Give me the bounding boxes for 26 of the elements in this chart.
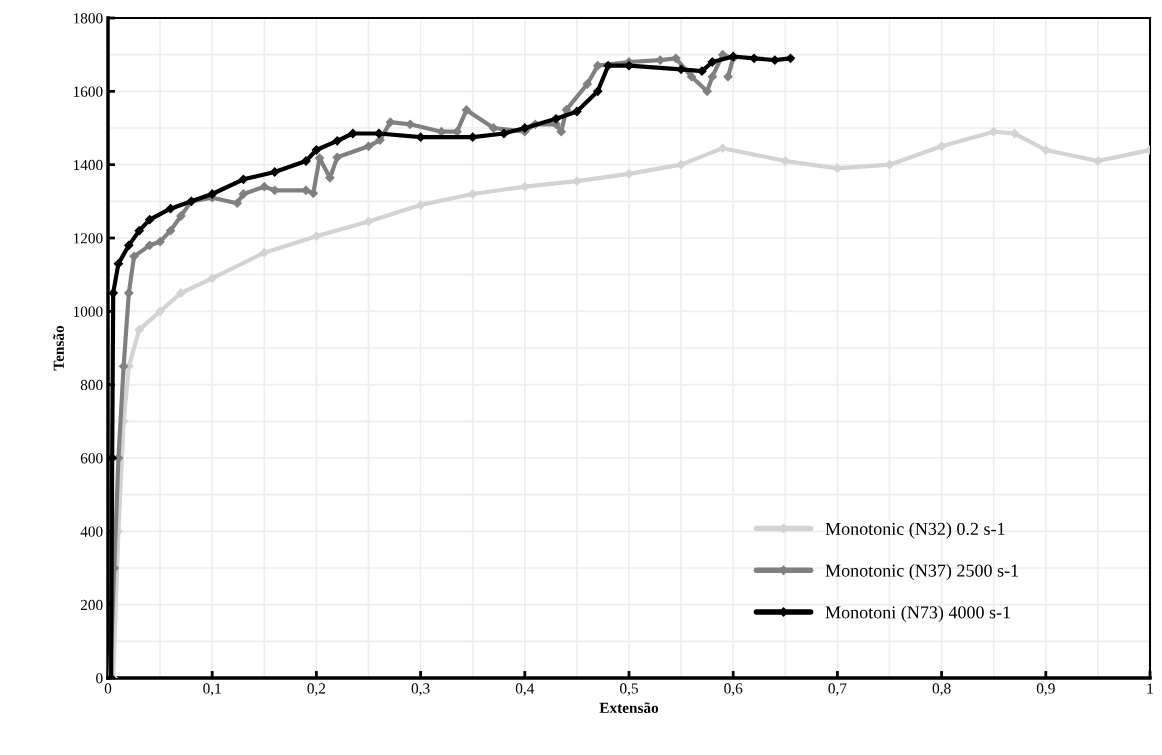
- x-tick-label: 0,1: [203, 683, 221, 696]
- y-tick-label: 1800: [73, 13, 103, 24]
- x-axis-title: Extensão: [599, 702, 659, 714]
- x-tick-label: 0,5: [620, 683, 638, 696]
- legend-label: Monotonic (N32) 0.2 s-1: [825, 522, 1005, 539]
- y-tick-label: 1400: [73, 159, 103, 171]
- x-tick-label: 0: [104, 683, 112, 694]
- x-tick-label: 0,7: [828, 683, 847, 696]
- x-tick-label: 1: [1147, 683, 1153, 694]
- y-tick-label: 1600: [73, 86, 103, 97]
- y-tick-label: 200: [80, 599, 103, 611]
- y-tick-label: 1000: [73, 306, 103, 317]
- legend-label: Monotoni (N73) 4000 s-1: [825, 605, 1011, 623]
- x-tick-label: 0,6: [724, 683, 743, 696]
- y-tick-label: 0: [96, 673, 103, 684]
- y-tick-label: 600: [80, 453, 103, 464]
- x-tick-label: 0,4: [515, 683, 535, 696]
- y-tick-label: 1200: [73, 233, 103, 244]
- legend-label: Monotonic (N37) 2500 s-1: [825, 564, 1019, 581]
- x-tick-label: 0,2: [307, 683, 326, 696]
- y-axis-title: Tensão: [53, 325, 64, 371]
- x-tick-label: 0,3: [411, 683, 430, 696]
- x-tick-label: 0,8: [932, 683, 951, 696]
- x-tick-label: 0,9: [1036, 683, 1055, 696]
- y-tick-label: 800: [80, 379, 103, 391]
- y-tick-label: 400: [80, 526, 103, 537]
